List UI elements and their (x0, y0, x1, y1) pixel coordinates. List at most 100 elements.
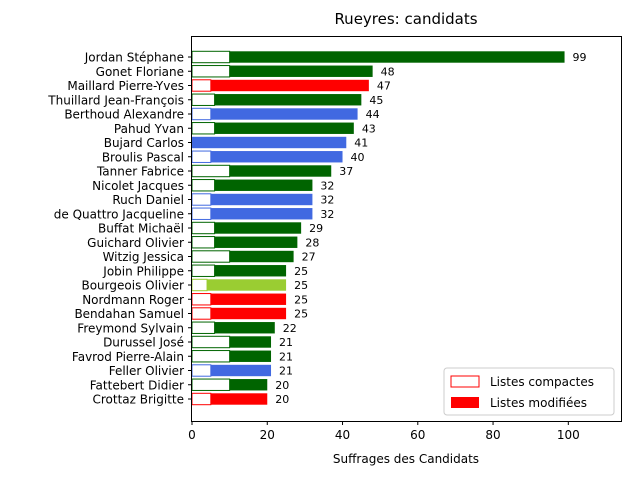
x-tick-label: 100 (557, 428, 580, 442)
bar-total (192, 336, 272, 348)
bar-total (192, 236, 298, 248)
category-label: Witzig Jessica (103, 250, 184, 264)
legend-swatch-filled (451, 397, 479, 408)
bar-total (192, 279, 287, 291)
bar-compact (191, 364, 212, 377)
bar-total (192, 293, 287, 305)
category-label: Jordan Stéphane (84, 51, 184, 65)
value-label: 29 (309, 222, 323, 235)
bar-total (192, 94, 362, 106)
value-label: 48 (381, 65, 395, 78)
bar-compact (191, 321, 216, 334)
value-label: 21 (279, 336, 293, 349)
bar-compact (191, 250, 231, 263)
value-label: 41 (354, 137, 368, 150)
bar-total (192, 208, 313, 220)
legend-swatch-outline (450, 375, 480, 388)
value-label: 40 (351, 151, 365, 164)
value-label: 99 (573, 51, 587, 64)
bar-total (192, 79, 369, 92)
bar-compact (191, 179, 216, 192)
bar-total (192, 65, 373, 77)
legend-label: Listes compactes (490, 375, 594, 389)
value-label: 21 (279, 350, 293, 363)
bar-total (192, 193, 313, 206)
bar-total (192, 265, 287, 277)
x-axis: 0 20 40 60 80 100 (188, 421, 580, 442)
category-label: Thuillard Jean-François (47, 93, 184, 107)
bar-compact (191, 293, 212, 306)
bar-total (192, 151, 343, 163)
value-label: 37 (339, 165, 353, 178)
bar-total (192, 222, 302, 234)
bar-total (192, 165, 332, 177)
category-label: Bujard Carlos (104, 136, 184, 150)
category-label: Ruch Daniel (112, 193, 184, 207)
legend: Listes compactes Listes modifiées (443, 367, 615, 416)
legend-label: Listes modifiées (490, 396, 587, 410)
value-label: 20 (275, 379, 289, 392)
value-label: 32 (320, 208, 334, 221)
category-label: Tanner Fabrice (96, 165, 184, 179)
x-tick-label: 80 (485, 428, 500, 442)
bar-compact (191, 392, 212, 406)
bar-compact (191, 122, 216, 135)
category-label: Bourgeois Olivier (81, 279, 184, 293)
bar-compact (191, 236, 216, 249)
bar-compact (191, 79, 212, 92)
bar-total (192, 51, 565, 63)
category-label: Crottaz Brigitte (92, 393, 184, 407)
category-label: Jobin Philippe (102, 264, 184, 278)
bar-compact (191, 65, 231, 78)
value-label: 25 (294, 293, 308, 306)
bar-compact (191, 193, 212, 206)
value-label: 45 (369, 94, 383, 107)
category-label: Nordmann Roger (82, 293, 184, 307)
x-tick-label: 0 (188, 428, 196, 442)
bar-total (192, 179, 313, 191)
value-label: 22 (283, 322, 297, 335)
bar-compact (191, 350, 231, 363)
category-label: Durussel José (103, 336, 184, 350)
x-tick-label: 40 (335, 428, 350, 442)
value-label: 43 (362, 122, 376, 135)
x-axis-label: Suffrages des Candidats (333, 452, 479, 466)
bar-compact (191, 264, 216, 277)
category-label: Pahud Yvan (114, 122, 184, 136)
bar-total (192, 307, 287, 320)
bar-total (192, 250, 294, 263)
bar-compact (191, 307, 212, 320)
bar-compact (191, 164, 231, 178)
category-label: Buffat Michaël (98, 222, 184, 236)
bar-compact (191, 207, 212, 220)
value-label: 47 (377, 80, 391, 93)
x-tick-label: 20 (260, 428, 275, 442)
category-label: Freymond Sylvain (77, 321, 184, 335)
category-label: Nicolet Jacques (92, 179, 184, 193)
bar-total (192, 350, 272, 362)
value-label: 25 (294, 308, 308, 321)
value-labels: 9948474544434140373232322928272525252522… (275, 51, 586, 406)
bar-total (192, 322, 275, 334)
bar-compact (191, 107, 212, 121)
value-label: 32 (320, 179, 334, 192)
bar-compact (191, 150, 212, 163)
chart-title: Rueyres: candidats (334, 10, 477, 28)
value-label: 25 (294, 279, 308, 292)
value-label: 25 (294, 265, 308, 278)
category-label: Favrod Pierre-Alain (72, 350, 184, 364)
category-label: Guichard Olivier (87, 236, 184, 250)
category-label: Bendahan Samuel (74, 307, 184, 321)
value-label: 27 (302, 251, 316, 264)
category-label: Gonet Floriane (96, 65, 184, 79)
bar-compact (191, 278, 208, 292)
value-label: 32 (320, 194, 334, 207)
bar-compact (191, 50, 231, 64)
x-tick-label: 60 (410, 428, 425, 442)
value-label: 28 (305, 236, 319, 249)
value-label: 20 (275, 393, 289, 406)
category-label: Broulis Pascal (102, 150, 184, 164)
bar-total (192, 108, 358, 120)
